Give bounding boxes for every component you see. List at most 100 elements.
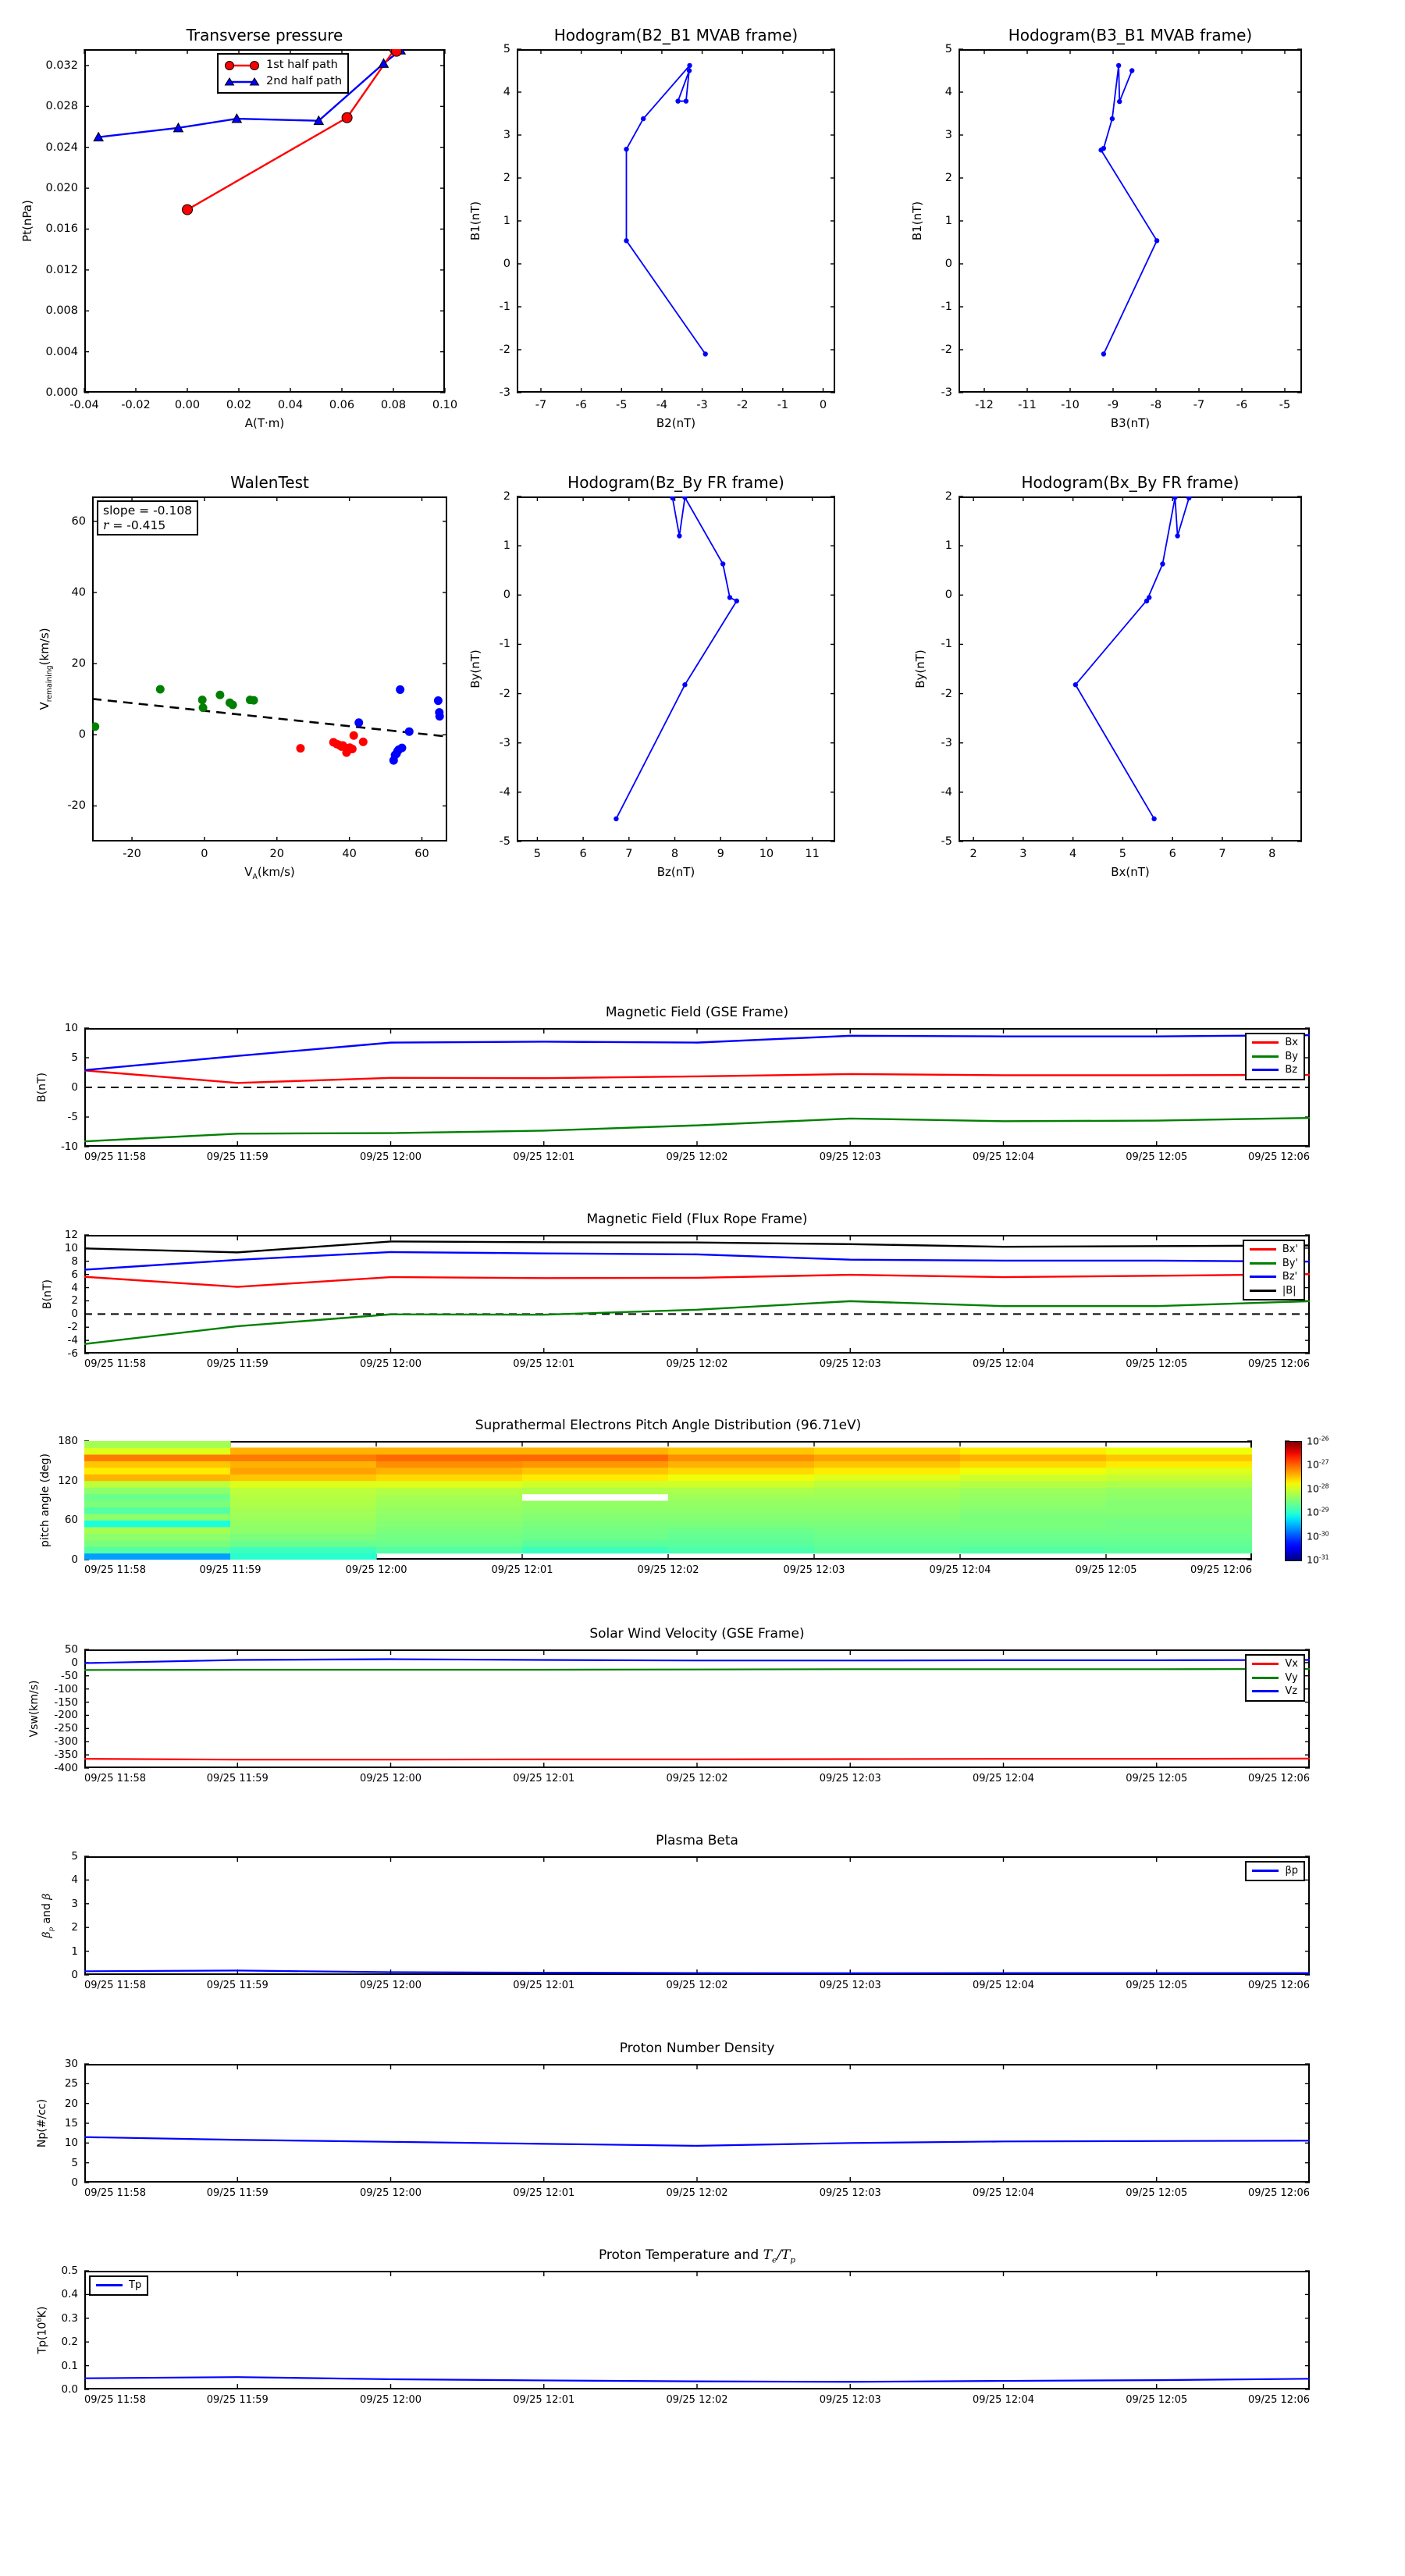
- legend-marker-circle: [224, 60, 260, 71]
- panel-title-proton-temperature: Proton Temperature and Te/Tp: [598, 2247, 796, 2265]
- ytick-label: 15: [64, 2117, 78, 2129]
- x-axis-label: B3(nT): [1110, 416, 1151, 430]
- ytick-label: 1: [944, 215, 952, 227]
- legend-line-|B|: [1249, 1289, 1276, 1292]
- ytick-label: 1: [71, 1944, 78, 1958]
- xtick-label: 09/25 12:06: [1247, 1773, 1310, 1784]
- panel-title-magnetic-field-fr: Magnetic Field (Flux Rope Frame): [586, 1212, 808, 1227]
- xtick-label: 20: [269, 848, 285, 860]
- ytick-label: -6: [67, 1347, 78, 1360]
- xtick-label: 0: [201, 848, 208, 860]
- ytick-label: 4: [71, 1281, 78, 1294]
- ytick-label: 2: [503, 172, 510, 184]
- walen-annotation: slope = -0.108 r = -0.415: [97, 500, 199, 536]
- legend-line-Vx: [1252, 1663, 1279, 1666]
- legend-item: Bx': [1249, 1243, 1298, 1257]
- ytick-label: 3: [944, 129, 952, 141]
- xtick-label: 6: [1168, 848, 1176, 860]
- x-axis-label: A(T·m): [244, 416, 285, 430]
- plot-area-plasma-beta: [84, 1856, 1310, 1975]
- panel-title-suprathermal-electrons-pad: Suprathermal Electrons Pitch Angle Distr…: [475, 1418, 862, 1433]
- legend-label: Bx: [1285, 1037, 1298, 1048]
- xtick-label: 09/25 12:01: [491, 1564, 553, 1576]
- xtick-label: 09/25 12:06: [1247, 2187, 1310, 2199]
- xtick-label: 60: [414, 848, 429, 860]
- xtick-label: -0.04: [69, 399, 99, 411]
- legend-label: Vz: [1285, 1685, 1298, 1698]
- legend-line-Tp: [96, 2284, 123, 2287]
- xtick-label: 0.04: [277, 399, 304, 411]
- xtick-label: 40: [342, 848, 357, 860]
- xtick-label: 09/25 12:03: [819, 1358, 881, 1370]
- xtick-label: 0.02: [226, 399, 252, 411]
- xtick-label: -7: [535, 399, 547, 411]
- xtick-label: -11: [1018, 399, 1037, 411]
- plot-area-walen-test: [92, 496, 447, 841]
- colorbar-tick-label: 10-31: [1307, 1553, 1329, 1566]
- xtick-label: 09/25 12:02: [666, 1980, 728, 1991]
- legend-item: 1st half path: [224, 57, 342, 73]
- ytick-label: -3: [499, 386, 510, 399]
- ytick-label: -4: [499, 785, 510, 799]
- xtick-label: 09/25 12:02: [666, 2394, 728, 2406]
- ytick-label: -3: [941, 386, 952, 399]
- xtick-label: 0.06: [329, 399, 355, 411]
- annotation-slope: slope = -0.108: [103, 503, 193, 518]
- xtick-label: 09/25 12:00: [345, 1564, 407, 1576]
- xtick-label: 09/25 12:04: [972, 1151, 1035, 1163]
- ytick-label: -4: [941, 785, 952, 799]
- ytick-label: 6: [71, 1268, 78, 1281]
- ytick-label: 0.032: [45, 59, 78, 72]
- ytick-label: 0: [71, 2176, 78, 2189]
- xtick-label: 09/25 11:59: [206, 1358, 269, 1370]
- legend-line-βp: [1252, 1870, 1279, 1873]
- xtick-label: 5: [1119, 848, 1127, 860]
- xtick-label: 09/25 11:58: [84, 1773, 147, 1784]
- xtick-label: 09/25 12:01: [513, 2187, 575, 2199]
- ytick-label: 0.5: [61, 2265, 78, 2277]
- xtick-label: 09/25 11:58: [84, 1564, 147, 1576]
- ytick-label: 2: [71, 1921, 78, 1934]
- legend-line-Bx: [1252, 1041, 1279, 1044]
- xtick-label: 0: [819, 399, 827, 411]
- xtick-label: 09/25 12:02: [666, 2187, 728, 2199]
- panel-title-proton-number-density: Proton Number Density: [619, 2041, 775, 2056]
- legend-item: By': [1249, 1257, 1298, 1271]
- xtick-label: 09/25 12:06: [1247, 2394, 1310, 2406]
- ytick-label: 180: [58, 1435, 78, 1447]
- xtick-label: 09/25 12:05: [1126, 1980, 1188, 1991]
- xtick-label: 09/25 11:58: [84, 1980, 147, 1991]
- ytick-label: 1: [503, 215, 510, 227]
- ytick-label: 2: [71, 1294, 78, 1308]
- x-axis-label: VA(km/s): [244, 865, 295, 881]
- ytick-label: -100: [54, 1682, 78, 1695]
- legend-plasma-beta: βp: [1245, 1861, 1305, 1881]
- xtick-label: 6: [579, 848, 587, 860]
- ytick-label: -3: [499, 736, 510, 749]
- xtick-label: 09/25 12:03: [819, 2394, 881, 2406]
- legend-magnetic-field-gse: Bx By Bz: [1245, 1033, 1305, 1080]
- xtick-label: 09/25 12:02: [666, 1773, 728, 1784]
- panel-title-magnetic-field-gse: Magnetic Field (GSE Frame): [605, 1005, 789, 1020]
- xtick-label: -0.02: [121, 399, 151, 411]
- xtick-label: 11: [805, 848, 820, 860]
- xtick-label: 09/25 12:01: [513, 1358, 575, 1370]
- ytick-label: -350: [54, 1749, 78, 1762]
- ytick-label: 0.008: [45, 304, 78, 318]
- ytick-label: 0.3: [61, 2311, 78, 2325]
- xtick-label: 3: [1019, 848, 1027, 860]
- ytick-label: -1: [499, 301, 510, 313]
- plot-area-proton-temperature: [84, 2271, 1310, 2389]
- ytick-label: 8: [71, 1254, 78, 1268]
- ytick-label: 0.020: [45, 182, 78, 195]
- xtick-label: 09/25 12:05: [1126, 1358, 1188, 1370]
- ytick-label: 5: [944, 43, 952, 55]
- xtick-label: 09/25 12:00: [359, 1358, 422, 1370]
- colorbar-tick-label: 10-26: [1307, 1435, 1329, 1447]
- ytick-label: 50: [64, 1643, 78, 1656]
- ytick-label: 0.012: [45, 263, 78, 276]
- legend-label: By: [1285, 1050, 1298, 1062]
- legend-item: Vz: [1252, 1685, 1298, 1699]
